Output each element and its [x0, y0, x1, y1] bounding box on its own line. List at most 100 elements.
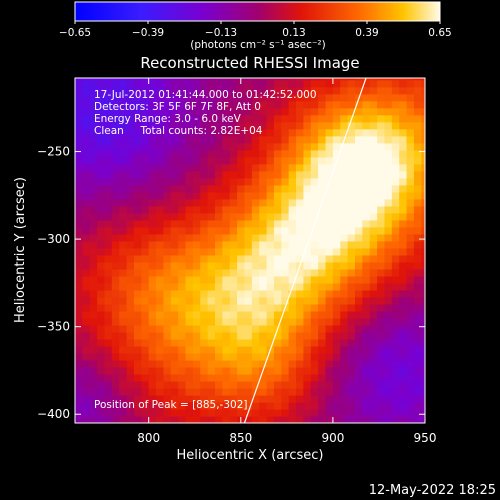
heatmap-cell — [244, 198, 253, 207]
heatmap-cell — [391, 247, 400, 256]
heatmap-cell — [325, 191, 334, 200]
heatmap-cell — [369, 247, 378, 256]
heatmap-cell — [148, 359, 157, 368]
heatmap-cell — [281, 114, 290, 123]
heatmap-cell — [340, 415, 349, 423]
heatmap-cell — [281, 184, 290, 193]
heatmap-cell — [133, 359, 142, 368]
heatmap-cell — [229, 345, 238, 354]
heatmap-cell — [89, 93, 98, 102]
heatmap-cell — [111, 121, 120, 130]
heatmap-cell — [200, 352, 209, 361]
heatmap-cell — [111, 394, 120, 403]
heatmap-cell — [303, 107, 312, 116]
heatmap-cell — [266, 128, 275, 137]
heatmap-cell — [229, 240, 238, 249]
heatmap-cell — [266, 219, 275, 228]
heatmap-cell — [119, 93, 128, 102]
heatmap-cell — [82, 310, 91, 319]
heatmap-cell — [413, 387, 422, 396]
heatmap-cell — [413, 219, 422, 228]
heatmap-cell — [369, 149, 378, 158]
heatmap-cell — [178, 310, 187, 319]
heatmap-cell — [133, 198, 142, 207]
heatmap-cell — [244, 380, 253, 389]
heatmap-cell — [222, 261, 231, 270]
heatmap-cell — [89, 359, 98, 368]
heatmap-cell — [355, 240, 363, 249]
heatmap-cell — [332, 226, 341, 235]
heatmap-cell — [126, 310, 135, 319]
heatmap-cell — [288, 128, 297, 137]
heatmap-cell — [215, 93, 223, 102]
heatmap-cell — [200, 93, 209, 102]
heatmap-cell — [413, 78, 422, 81]
heatmap-cell — [222, 338, 231, 347]
heatmap-cell — [229, 170, 238, 179]
heatmap-cell — [369, 205, 378, 214]
heatmap-cell — [310, 303, 319, 312]
heatmap-cell — [104, 121, 113, 130]
heatmap-cell — [251, 219, 260, 228]
heatmap-cell — [141, 247, 150, 256]
heatmap-cell — [119, 303, 128, 312]
heatmap-cell — [310, 268, 319, 277]
heatmap-cell — [377, 247, 386, 256]
heatmap-cell — [413, 408, 422, 417]
heatmap-cell — [391, 170, 400, 179]
heatmap-cell — [406, 317, 415, 326]
heatmap-cell — [413, 107, 422, 116]
heatmap-cell — [222, 366, 231, 375]
heatmap-cell — [347, 79, 356, 88]
heatmap-cell — [355, 373, 363, 382]
heatmap-cell — [273, 198, 282, 207]
heatmap-cell — [318, 191, 327, 200]
heatmap-cell — [421, 345, 425, 354]
heatmap-cell — [89, 247, 98, 256]
heatmap-cell — [141, 268, 150, 277]
heatmap-cell — [281, 191, 290, 200]
heatmap-cell — [332, 163, 341, 172]
heatmap-cell — [133, 163, 142, 172]
heatmap-cell — [156, 345, 165, 354]
heatmap-cell — [156, 401, 165, 410]
heatmap-cell — [185, 359, 194, 368]
heatmap-cell — [97, 303, 106, 312]
heatmap-cell — [148, 205, 157, 214]
heatmap-cell — [89, 191, 98, 200]
plot-frame — [74, 77, 426, 424]
heatmap-cell — [215, 345, 223, 354]
heatmap-cell — [377, 282, 386, 291]
heatmap-cell — [141, 93, 150, 102]
heatmap-cell — [303, 114, 312, 123]
heatmap-cell — [259, 331, 268, 340]
heatmap-cell — [111, 380, 120, 389]
heatmap-cell — [237, 156, 246, 165]
heatmap-cell — [347, 135, 356, 144]
heatmap-cell — [377, 240, 386, 249]
heatmap-cell — [104, 345, 113, 354]
heatmap-cell — [251, 107, 260, 116]
heatmap-cell — [215, 121, 223, 130]
heatmap-cell — [391, 303, 400, 312]
heatmap-cell — [303, 310, 312, 319]
heatmap-cell — [406, 233, 415, 242]
heatmap-cell — [170, 226, 179, 235]
heatmap-cell — [347, 240, 356, 249]
heatmap-cell — [391, 78, 400, 81]
heatmap-cell — [185, 240, 194, 249]
heatmap-cell — [207, 163, 216, 172]
heatmap-cell — [207, 142, 216, 151]
heatmap-cell — [303, 366, 312, 375]
heatmap-cell — [266, 247, 275, 256]
heatmap-cell — [178, 219, 187, 228]
heatmap-cell — [384, 100, 393, 109]
heatmap-cell — [156, 226, 165, 235]
heatmap-cell — [207, 100, 216, 109]
heatmap-cell — [288, 78, 297, 81]
heatmap-cell — [82, 247, 91, 256]
heatmap-cell — [229, 247, 238, 256]
heatmap-cell — [273, 226, 282, 235]
heatmap-cell — [192, 254, 201, 263]
heatmap-cell — [163, 345, 172, 354]
